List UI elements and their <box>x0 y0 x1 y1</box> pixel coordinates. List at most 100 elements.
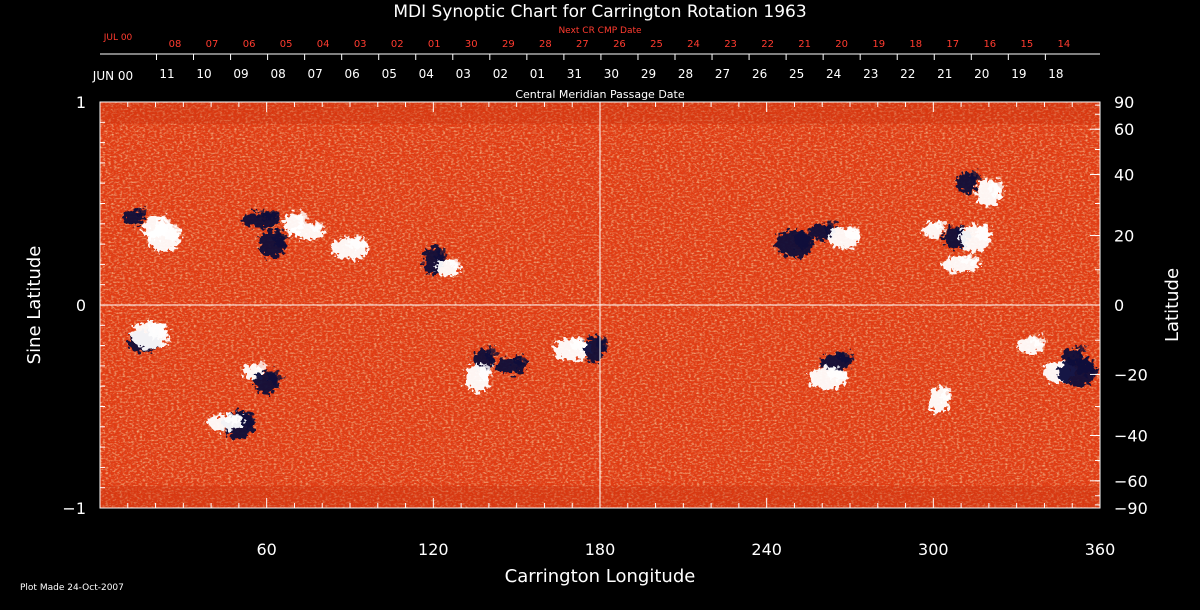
cmp-axis-date: 06 <box>345 67 360 81</box>
next-axis-date: 29 <box>502 39 515 50</box>
cmp-axis-date: 02 <box>493 67 508 81</box>
next-axis-date: 22 <box>761 39 774 50</box>
chart-title: MDI Synoptic Chart for Carrington Rotati… <box>393 2 806 22</box>
negative-region-fragment <box>823 222 837 232</box>
y-right-tick-label: 0 <box>1114 296 1124 315</box>
y-right-tick-label: 40 <box>1114 166 1134 185</box>
cmp-axis-date: 09 <box>233 67 248 81</box>
negative-region-fragment <box>1075 345 1086 356</box>
positive-region-fragment <box>844 226 861 240</box>
next-axis-date: 24 <box>687 39 700 50</box>
y-right-tick-label: −20 <box>1114 365 1148 384</box>
cmp-axis-date: 28 <box>678 67 693 81</box>
cmp-axis-label: Central Meridian Passage Date <box>515 88 684 101</box>
negative-region-fragment <box>511 356 528 366</box>
positive-region-fragment <box>348 236 368 250</box>
y-right-tick-label: −60 <box>1114 472 1148 491</box>
next-axis-date: 21 <box>798 39 811 50</box>
negative-region-fragment <box>597 336 608 354</box>
next-axis-date: 20 <box>835 39 848 50</box>
cmp-axis-month: JUN 00 <box>92 69 133 83</box>
positive-region-fragment <box>297 212 308 226</box>
cmp-axis-date: 04 <box>419 67 434 81</box>
y-right-tick-label: 20 <box>1114 227 1134 246</box>
next-axis-date: 05 <box>280 39 293 50</box>
next-axis-date: 03 <box>354 39 367 50</box>
negative-region-fragment <box>436 246 447 264</box>
cmp-axis-date: 11 <box>159 67 174 81</box>
next-axis-date: 30 <box>465 39 478 50</box>
y-right-tick-label: 90 <box>1114 93 1134 112</box>
positive-region-fragment <box>941 387 952 404</box>
positive-region-fragment <box>479 364 493 382</box>
cmp-axis-date: 27 <box>715 67 730 81</box>
cmp-axis-date: 24 <box>826 67 841 81</box>
x-tick-label: 360 <box>1085 540 1116 559</box>
cmp-axis: JUN 00 11 10 09 08 07 06 05 04 03 02 01 31 30 29 28 27 2… <box>92 67 1064 101</box>
x-axis-label: Carrington Longitude <box>505 566 696 587</box>
next-axis-date: 15 <box>1020 39 1033 50</box>
next-axis-date: 19 <box>872 39 885 50</box>
x-axis: 60 120 180 240 300 360 <box>99 102 1116 559</box>
positive-region-fragment <box>148 322 168 339</box>
cmp-axis-date: 25 <box>789 67 804 81</box>
positive-region-fragment <box>448 258 462 269</box>
next-axis-date: 25 <box>650 39 663 50</box>
positive-region-fragment <box>990 179 1004 197</box>
negative-region-fragment <box>259 209 279 220</box>
cmp-axis-date: 21 <box>937 67 952 81</box>
y-right-tick-label: 60 <box>1114 120 1134 139</box>
next-axis-label: Next CR CMP Date <box>558 26 642 36</box>
cmp-axis-date: 29 <box>641 67 656 81</box>
positive-region-fragment <box>163 224 180 242</box>
next-axis-date: 06 <box>243 39 256 50</box>
cmp-axis-date: 30 <box>604 67 619 81</box>
positive-region-fragment <box>223 412 243 423</box>
next-axis-date: 14 <box>1058 39 1071 50</box>
next-axis-date: 17 <box>946 39 959 50</box>
cmp-axis-date: 26 <box>752 67 767 81</box>
next-axis-date: 02 <box>391 39 404 50</box>
y-axis-right-label: Latitude <box>1162 268 1183 342</box>
cmp-axis-date: 05 <box>382 67 397 81</box>
cmp-axis-date: 19 <box>1011 67 1026 81</box>
next-axis-date: 08 <box>169 39 182 50</box>
next-axis-date: 04 <box>317 39 330 50</box>
cmp-axis-date: 20 <box>974 67 989 81</box>
cmp-axis-date: 10 <box>196 67 211 81</box>
next-axis-date: 18 <box>909 39 922 50</box>
negative-region-fragment <box>273 230 287 248</box>
x-tick-label: 240 <box>751 540 782 559</box>
next-cmp-axis: Next CR CMP Date JUL 00 08 07 06 05 04 03 02 01… <box>100 26 1100 60</box>
next-axis-month: JUL 00 <box>103 33 133 43</box>
cmp-axis-date: 31 <box>567 67 582 81</box>
next-axis-date: 23 <box>724 39 737 50</box>
cmp-axis-date: 22 <box>900 67 915 81</box>
y-left-tick-label: −1 <box>62 499 86 518</box>
cmp-axis-date: 23 <box>863 67 878 81</box>
negative-region-fragment <box>969 171 980 185</box>
y-axis-left: 1 0 −1 <box>62 93 110 518</box>
cmp-axis-date: 07 <box>308 67 323 81</box>
x-tick-label: 120 <box>418 540 449 559</box>
cmp-axis-date: 18 <box>1048 67 1063 81</box>
positive-region-fragment <box>1032 335 1046 346</box>
negative-region-fragment <box>836 352 853 362</box>
positive-region-fragment <box>936 220 947 230</box>
plot-area <box>99 101 1101 509</box>
x-tick-label: 180 <box>585 540 616 559</box>
positive-region-fragment <box>308 222 325 232</box>
positive-region-fragment <box>255 362 266 372</box>
next-axis-date: 28 <box>539 39 552 50</box>
plot-made-date: Plot Made 24-Oct-2007 <box>20 583 124 593</box>
negative-region-fragment <box>136 207 147 218</box>
y-right-tick-label: −90 <box>1114 499 1148 518</box>
positive-region-fragment <box>959 254 979 265</box>
next-axis-date: 26 <box>613 39 626 50</box>
next-axis-date: 27 <box>576 39 589 50</box>
cmp-axis-date: 08 <box>270 67 285 81</box>
y-left-tick-label: 1 <box>76 93 86 112</box>
y-right-tick-label: −40 <box>1114 426 1148 445</box>
positive-region-fragment <box>975 224 991 242</box>
